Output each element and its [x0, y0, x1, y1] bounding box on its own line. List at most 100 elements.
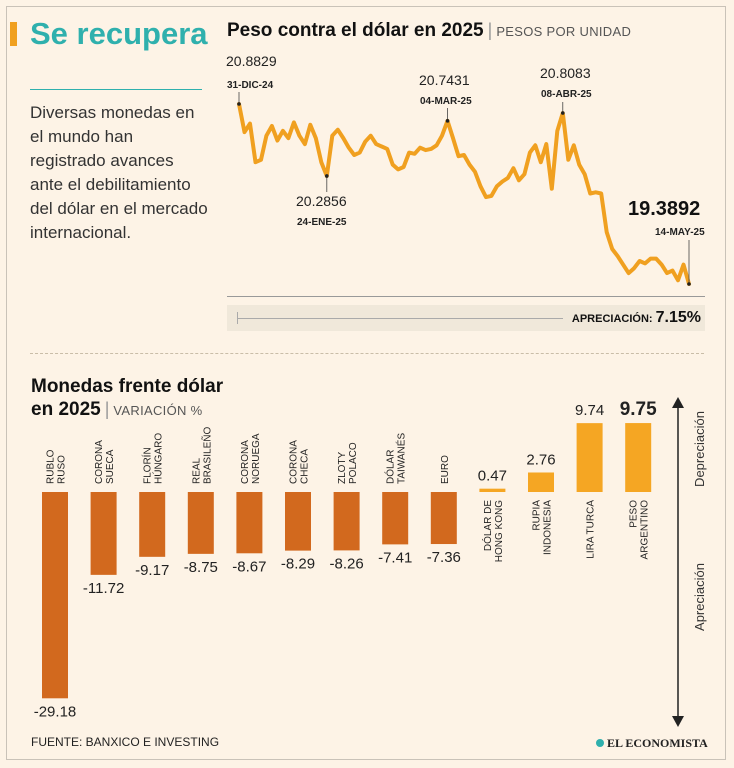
annotation-date-apr: 08-ABR-25	[541, 89, 592, 100]
annotation-date-mar: 04-MAR-25	[420, 96, 472, 107]
line-chart	[237, 92, 691, 286]
bar-value-label: -7.36	[427, 549, 461, 566]
bar-category-text: RUSO	[57, 455, 68, 484]
bar-category-label: FLORÍN HÚNGARO	[141, 433, 165, 484]
annotation-value-low: 20.2856	[296, 193, 347, 209]
bar-0	[42, 492, 68, 699]
bar-category-text: ZLOTY	[337, 451, 348, 484]
appreciation-label: APRECIACIÓN: 7.15%	[571, 309, 701, 326]
appreciation-box: APRECIACIÓN: 7.15%	[227, 305, 705, 331]
section-divider	[30, 353, 704, 354]
logo-dot-icon	[596, 739, 604, 747]
bar-6	[333, 492, 360, 551]
infographic-frame	[6, 6, 726, 760]
bar-category-label: ZLOTY POLACO	[337, 442, 359, 484]
bar-value-label: 9.74	[575, 402, 604, 419]
bar-category-text: POLACO	[348, 442, 359, 484]
arrow-up-icon	[672, 397, 684, 408]
bar-category-label: PESO ARGENTINO	[629, 500, 651, 560]
bar-category-text: PESO	[629, 500, 640, 528]
bar-category-text: INDONESIA	[543, 500, 554, 555]
bar-chart-title-line1: Monedas frente dólar	[31, 376, 224, 397]
bar-category-label: EURO	[440, 455, 451, 484]
bar-value-label: 2.76	[526, 451, 555, 468]
bar-category-text: CORONA	[289, 440, 300, 484]
line-chart-title: Peso contra el dólar en 2025	[227, 20, 484, 41]
hero-title: Se recupera	[30, 16, 208, 51]
annotation-date-final: 14-MAY-25	[655, 227, 705, 238]
bar-value-label: -8.29	[281, 556, 315, 573]
bar-value-label: -8.26	[329, 555, 363, 572]
line-chart-baseline	[227, 296, 705, 297]
bar-category-text: SUECA	[105, 449, 116, 484]
depreciation-label: Depreciación	[692, 411, 707, 487]
bar-category-label: DÓLAR TAIWANÉS	[384, 433, 408, 484]
appreciation-track	[237, 318, 563, 319]
bar-chart-header: Monedas frente dólar en 2025 | VARIACIÓN %	[31, 376, 224, 420]
annotation-date-start: 31-DIC-24	[227, 80, 274, 91]
bar-7	[382, 492, 409, 545]
bar-3	[187, 492, 214, 554]
annotation-date-low: 24-ENE-25	[297, 217, 347, 228]
bar-value-label: -9.17	[135, 562, 169, 579]
bar-category-text: RUBLO	[46, 449, 57, 484]
bar-category-text: DÓLAR DE	[481, 500, 494, 551]
accent-bar	[10, 22, 17, 46]
bar-category-text: REAL	[191, 457, 202, 484]
bar-chart-title-line2: en 2025	[31, 399, 101, 420]
bar-category-text: LIRA TURCA	[586, 500, 597, 559]
appreciation-axis-label: Apreciación	[692, 563, 707, 631]
peso-line-series	[237, 102, 691, 286]
bar-10	[528, 472, 554, 492]
annotation-value-apr: 20.8083	[540, 65, 591, 81]
bar-category-label: CORONA CHECA	[289, 440, 311, 484]
bar-2	[139, 492, 166, 557]
bar-category-label: RUPIA INDONESIA	[532, 500, 554, 555]
bar-9	[479, 488, 506, 492]
bar-category-label: LIRA TURCA	[586, 500, 597, 559]
bar-category-text: EURO	[440, 455, 451, 484]
bar-12	[625, 423, 652, 492]
bar-chart-subtitle: VARIACIÓN %	[113, 403, 203, 418]
bar-category-text: RUPIA	[532, 500, 543, 531]
bar-category-label: DÓLAR DE HONG KONG	[481, 500, 505, 563]
line-chart-subtitle: PESOS POR UNIDAD	[496, 24, 632, 39]
arrow-down-icon	[672, 716, 684, 727]
annotation-point	[325, 174, 329, 178]
bar-category-text: HÚNGARO	[152, 433, 165, 484]
annotation-point	[237, 102, 241, 106]
bar-value-label: -8.75	[184, 559, 218, 576]
bar-5	[285, 492, 311, 551]
annotation-value-final: 19.3892	[628, 198, 701, 220]
bar-category-text: ARGENTINO	[640, 500, 651, 560]
bar-value-label: -8.67	[232, 558, 266, 575]
bar-category-label: CORONA NORUEGA	[240, 433, 262, 484]
bar-category-label: RUBLO RUSO	[46, 449, 68, 484]
bar-value-label: 9.75	[620, 399, 657, 420]
annotation-value-start: 20.8829	[226, 53, 277, 69]
bar-value-label: -7.41	[378, 549, 412, 566]
bar-4	[236, 492, 263, 554]
bar-value-label: 0.47	[478, 468, 507, 485]
bar-value-label: -11.72	[83, 580, 124, 597]
annotation-value-mar: 20.7431	[419, 72, 470, 88]
source-note: FUENTE: BANXICO E INVESTING	[31, 735, 220, 749]
hero-description: Diversas monedas en el mundo han registr…	[30, 103, 208, 242]
annotation-point	[445, 119, 450, 123]
bar-value-label: -29.18	[34, 703, 77, 720]
bar-category-text: CHECA	[300, 449, 311, 484]
bar-category-text: CORONA	[94, 440, 105, 484]
annotation-point	[560, 111, 565, 115]
bar-category-label: CORONA SUECA	[94, 440, 116, 484]
bar-category-label: REAL BRASILEÑO	[191, 427, 213, 484]
el-economista-logo: EL ECONOMISTA	[596, 736, 708, 751]
bar-category-text: NORUEGA	[251, 433, 262, 484]
hero-rule	[30, 89, 202, 90]
line-chart-header: Peso contra el dólar en 2025 | PESOS POR U…	[227, 20, 632, 41]
bar-category-text: HONG KONG	[494, 500, 505, 562]
bar-11	[576, 423, 603, 492]
annotation-point	[687, 282, 691, 286]
bar-category-text: CORONA	[240, 440, 251, 484]
bar-8	[430, 492, 457, 545]
